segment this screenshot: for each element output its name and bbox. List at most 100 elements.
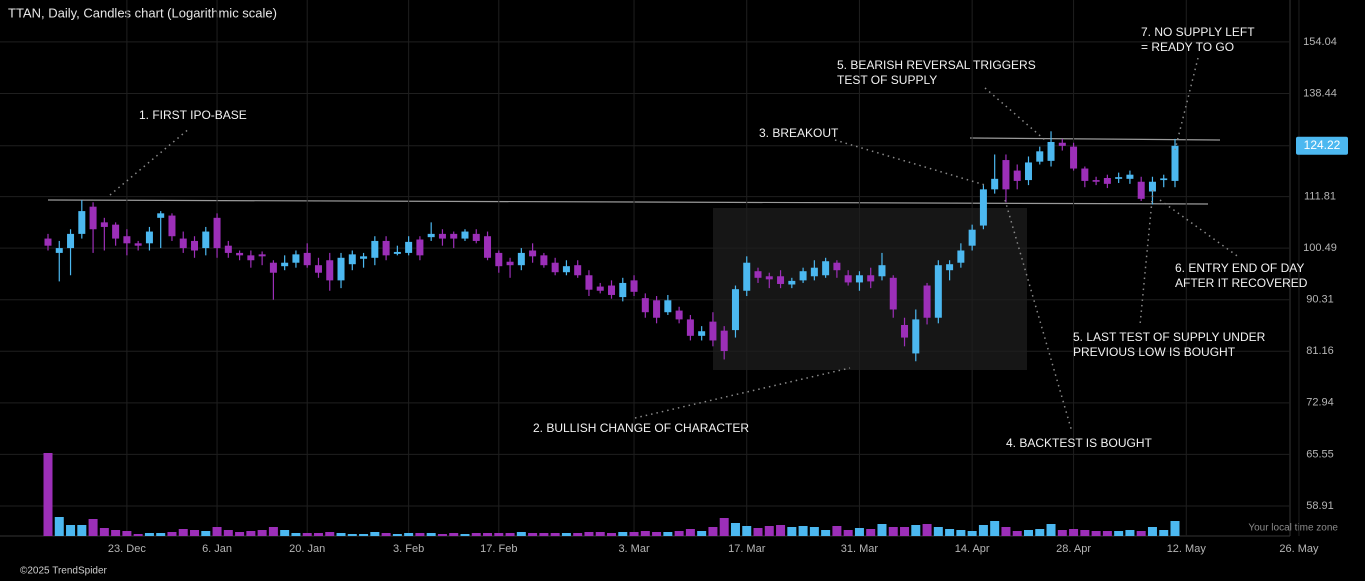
candle-body [957, 250, 965, 263]
annotation-text: = READY TO GO [1141, 40, 1234, 54]
candle-body [55, 248, 63, 253]
y-tick-label: 154.04 [1303, 36, 1337, 48]
candle-body [371, 240, 379, 258]
candle-body [224, 245, 232, 253]
candle-body [540, 255, 548, 266]
volume-bar [990, 521, 1000, 536]
candle-body [979, 189, 987, 226]
candle-body [438, 233, 446, 239]
candle-body [484, 236, 492, 258]
volume-bar [212, 527, 222, 536]
volume-bar [133, 534, 143, 536]
volume-bar [460, 534, 470, 536]
y-tick-label: 100.49 [1303, 242, 1337, 254]
volume-bar [911, 525, 921, 536]
candle-body [1024, 162, 1032, 181]
volume-bar [449, 533, 459, 536]
x-tick-label: 17. Feb [480, 543, 517, 555]
volume-bar [1046, 524, 1056, 536]
candle-body [382, 240, 390, 256]
volume-bar [302, 533, 312, 536]
x-tick-label: 6. Jan [202, 543, 232, 555]
volume-bar [122, 531, 132, 536]
annotation-text: PREVIOUS LOW IS BOUGHT [1073, 345, 1236, 359]
candle-body [686, 319, 694, 336]
candle-body [472, 233, 480, 241]
volume-bar [900, 527, 910, 536]
candle-body [1160, 178, 1168, 181]
candle-body [720, 330, 728, 352]
candle-body [698, 331, 706, 336]
volume-bar [1125, 530, 1135, 536]
candle-body [585, 275, 593, 290]
candle-body [236, 252, 244, 256]
volume-bar [1012, 531, 1022, 536]
candle-body [405, 241, 413, 253]
annotation-text: TEST OF SUPPLY [837, 73, 937, 87]
candle-body [810, 267, 818, 277]
candle-body [788, 280, 796, 285]
x-tick-label: 20. Jan [289, 543, 325, 555]
volume-bar [945, 529, 955, 536]
candle-body [168, 215, 176, 237]
candle-body [145, 231, 153, 244]
candle-body [427, 233, 435, 238]
candle-body [1148, 181, 1156, 192]
annotation-pointer [984, 87, 1046, 141]
candle-body [596, 286, 604, 291]
annotation-pointer [109, 127, 191, 196]
candle-body [1070, 146, 1078, 169]
volume-bar [584, 532, 594, 536]
chart-title: TTAN, Daily, Candles chart (Logarithmic … [8, 5, 277, 20]
candle-body [1126, 174, 1134, 179]
volume-bar [77, 525, 87, 536]
volume-bar [1069, 529, 1079, 536]
volume-bar [246, 531, 256, 536]
volume-bar [1035, 529, 1045, 536]
volume-bar [392, 534, 402, 536]
candle-body [529, 250, 537, 257]
candle-body [44, 238, 52, 246]
last-price-box [1296, 136, 1348, 155]
candle-body [878, 265, 886, 277]
y-tick-label: 90.31 [1306, 294, 1334, 306]
candle-body [833, 262, 841, 271]
volume-bar [404, 533, 414, 536]
candle-body [709, 321, 717, 341]
volume-bar [561, 533, 571, 536]
volume-bar [787, 527, 797, 536]
volume-bar [776, 525, 786, 536]
candle-body [517, 252, 525, 266]
volume-bar [494, 533, 504, 536]
volume-bar [437, 534, 447, 536]
volume-bar [877, 524, 887, 536]
y-tick-label: 111.81 [1304, 190, 1336, 202]
candle-body [608, 285, 615, 295]
volume-bar [1001, 527, 1011, 536]
candle-body [247, 255, 255, 261]
volume-bar [753, 528, 763, 536]
candle-body [461, 231, 469, 239]
candle-body [653, 300, 661, 318]
candle-body [1103, 177, 1111, 184]
volume-bar [663, 532, 673, 536]
volume-bar [111, 530, 121, 536]
candle-body [923, 285, 931, 318]
candle-body [630, 280, 638, 292]
candle-body [269, 262, 277, 273]
volume-bar [257, 530, 267, 536]
volume-bar [54, 517, 64, 536]
candle-body [360, 256, 368, 259]
volume-bar [99, 528, 109, 536]
volume-bar [235, 532, 245, 536]
candle-body [754, 271, 762, 278]
volume-bar [43, 453, 53, 536]
candle-body [112, 224, 120, 239]
volume-bar [933, 527, 943, 536]
annotation-text: AFTER IT RECOVERED [1175, 276, 1308, 290]
x-tick-label: 3. Feb [393, 543, 424, 555]
volume-bar [922, 524, 932, 536]
candle-body [641, 298, 649, 313]
candle-body [867, 275, 875, 282]
x-tick-label: 3. Mar [618, 543, 650, 555]
